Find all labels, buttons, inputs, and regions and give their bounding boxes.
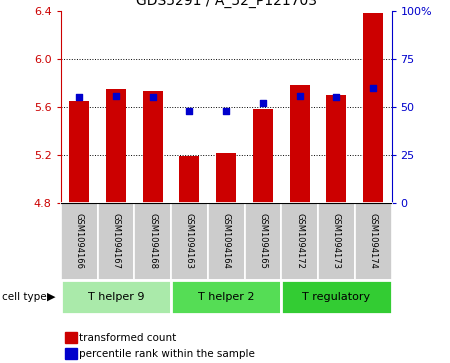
Text: cell type: cell type [2, 292, 47, 302]
Text: GSM1094164: GSM1094164 [221, 213, 230, 269]
Bar [281, 203, 318, 280]
Bar [289, 85, 310, 363]
Text: ▶: ▶ [47, 292, 56, 302]
Text: transformed count: transformed count [79, 333, 176, 343]
Bar [61, 280, 171, 314]
Text: GSM1094174: GSM1094174 [369, 213, 378, 269]
Bar [216, 153, 236, 363]
Bar [326, 95, 346, 363]
Point [222, 108, 230, 114]
Point [76, 95, 83, 101]
Bar [318, 203, 355, 280]
Point [186, 108, 193, 114]
Text: GSM1094167: GSM1094167 [112, 213, 121, 269]
Bar [244, 203, 281, 280]
Bar [355, 203, 392, 280]
Bar [98, 203, 134, 280]
Text: percentile rank within the sample: percentile rank within the sample [79, 349, 255, 359]
Text: GSM1094166: GSM1094166 [75, 213, 84, 269]
Bar [171, 203, 208, 280]
Bar [253, 110, 273, 363]
Point [149, 95, 156, 101]
Point [333, 95, 340, 101]
Bar [179, 156, 199, 363]
Bar [363, 13, 383, 363]
Text: T helper 2: T helper 2 [198, 292, 254, 302]
Bar [61, 203, 98, 280]
Bar [69, 101, 89, 363]
Bar [281, 280, 392, 314]
Text: GSM1094173: GSM1094173 [332, 213, 341, 269]
Point [259, 100, 266, 106]
Text: T helper 9: T helper 9 [88, 292, 144, 302]
Bar [134, 203, 171, 280]
Bar [171, 280, 281, 314]
Text: GSM1094163: GSM1094163 [185, 213, 194, 269]
Bar [208, 203, 244, 280]
Text: GSM1094168: GSM1094168 [148, 213, 157, 269]
Text: GSM1094172: GSM1094172 [295, 213, 304, 269]
Bar [143, 91, 163, 363]
Point [369, 85, 377, 91]
Point [112, 93, 120, 98]
Text: GSM1094165: GSM1094165 [258, 213, 267, 269]
Title: GDS5291 / A_52_P121703: GDS5291 / A_52_P121703 [135, 0, 317, 8]
Text: T regulatory: T regulatory [302, 292, 370, 302]
Bar [106, 89, 126, 363]
Point [296, 93, 303, 98]
